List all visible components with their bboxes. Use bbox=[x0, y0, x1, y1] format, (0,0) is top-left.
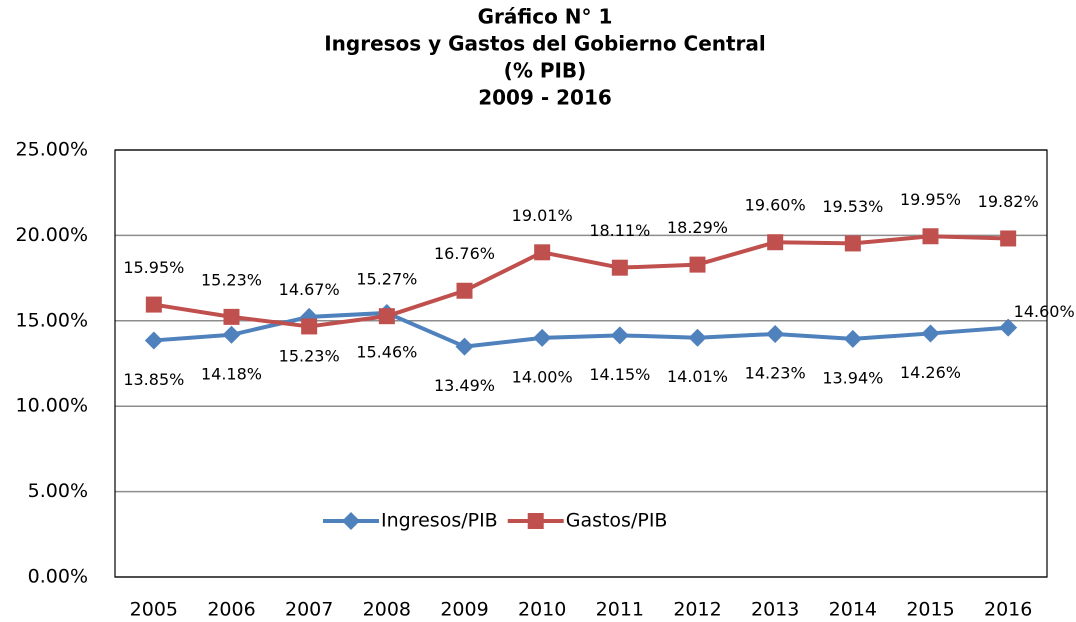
y-tick-label: 5.00% bbox=[28, 480, 88, 502]
marker bbox=[301, 318, 318, 335]
x-tick-label: 2013 bbox=[751, 599, 799, 621]
data-label: 13.49% bbox=[434, 376, 495, 395]
data-label: 19.01% bbox=[512, 206, 573, 225]
chart-title: Gráfico N° 1 bbox=[478, 5, 613, 29]
data-label: 14.01% bbox=[667, 367, 728, 386]
marker bbox=[999, 318, 1018, 337]
marker bbox=[689, 256, 706, 273]
marker bbox=[1000, 230, 1017, 247]
y-tick-label: 10.00% bbox=[16, 395, 88, 417]
data-label: 15.23% bbox=[201, 270, 262, 289]
marker bbox=[767, 234, 784, 251]
data-label: 13.94% bbox=[822, 368, 883, 387]
legend-marker bbox=[527, 513, 544, 529]
data-label: 19.60% bbox=[745, 196, 806, 215]
data-label: 14.67% bbox=[279, 280, 340, 299]
marker bbox=[611, 259, 628, 276]
legend-marker bbox=[342, 512, 360, 530]
x-tick-label: 2008 bbox=[363, 599, 411, 621]
x-tick-label: 2015 bbox=[906, 599, 954, 621]
x-tick-label: 2006 bbox=[207, 599, 255, 621]
marker bbox=[223, 308, 240, 325]
x-tick-label: 2009 bbox=[440, 599, 488, 621]
marker bbox=[766, 324, 785, 343]
marker bbox=[378, 308, 395, 325]
marker bbox=[921, 324, 940, 343]
chart-title: 2009 - 2016 bbox=[478, 86, 612, 110]
data-label: 15.95% bbox=[123, 258, 184, 277]
x-tick-label: 2005 bbox=[130, 599, 178, 621]
x-tick-label: 2010 bbox=[518, 599, 566, 621]
series-line bbox=[153, 310, 1009, 349]
data-label: 18.29% bbox=[667, 218, 728, 237]
data-label: 14.00% bbox=[512, 367, 573, 386]
data-label: 15.46% bbox=[356, 342, 417, 361]
data-label: 19.82% bbox=[978, 192, 1039, 211]
y-tick-label: 25.00% bbox=[16, 139, 88, 161]
series-line bbox=[153, 234, 1009, 329]
data-label: 13.85% bbox=[123, 370, 184, 389]
data-label: 14.18% bbox=[201, 364, 262, 383]
chart-title: (% PIB) bbox=[504, 59, 587, 83]
legend-label: Ingresos/PIB bbox=[381, 510, 498, 532]
y-tick-label: 15.00% bbox=[16, 309, 88, 331]
plot-border bbox=[114, 149, 1048, 578]
x-tick-label: 2014 bbox=[829, 599, 877, 621]
marker bbox=[145, 296, 162, 313]
marker bbox=[610, 326, 629, 345]
marker bbox=[533, 328, 552, 347]
marker bbox=[688, 328, 707, 347]
x-tick-label: 2011 bbox=[596, 599, 644, 621]
data-label: 18.11% bbox=[589, 221, 650, 240]
y-tick-label: 0.00% bbox=[28, 566, 88, 588]
y-tick-label: 20.00% bbox=[16, 224, 88, 246]
x-tick-label: 2012 bbox=[673, 599, 721, 621]
data-label: 14.60% bbox=[1014, 302, 1075, 321]
marker bbox=[144, 331, 163, 350]
legend-label: Gastos/PIB bbox=[566, 510, 668, 532]
marker bbox=[222, 325, 241, 344]
data-label: 14.26% bbox=[900, 363, 961, 382]
marker bbox=[455, 337, 474, 356]
data-label: 15.23% bbox=[279, 346, 340, 365]
data-label: 19.95% bbox=[900, 190, 961, 209]
chart-title: Ingresos y Gastos del Gobierno Central bbox=[324, 32, 766, 56]
marker bbox=[456, 282, 473, 299]
data-label: 19.53% bbox=[822, 197, 883, 216]
data-label: 14.23% bbox=[745, 363, 806, 382]
marker bbox=[534, 244, 551, 261]
x-tick-label: 2016 bbox=[984, 599, 1032, 621]
marker bbox=[922, 228, 939, 245]
data-label: 14.15% bbox=[589, 365, 650, 384]
marker bbox=[843, 329, 862, 348]
x-tick-label: 2007 bbox=[285, 599, 333, 621]
data-label: 16.76% bbox=[434, 244, 495, 263]
marker bbox=[844, 235, 861, 252]
data-label: 15.27% bbox=[356, 270, 417, 289]
